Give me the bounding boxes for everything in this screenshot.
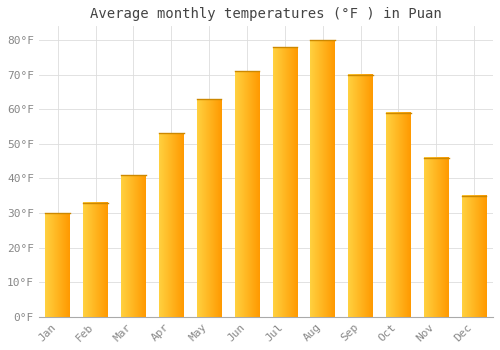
Title: Average monthly temperatures (°F ) in Puan: Average monthly temperatures (°F ) in Pu… (90, 7, 442, 21)
